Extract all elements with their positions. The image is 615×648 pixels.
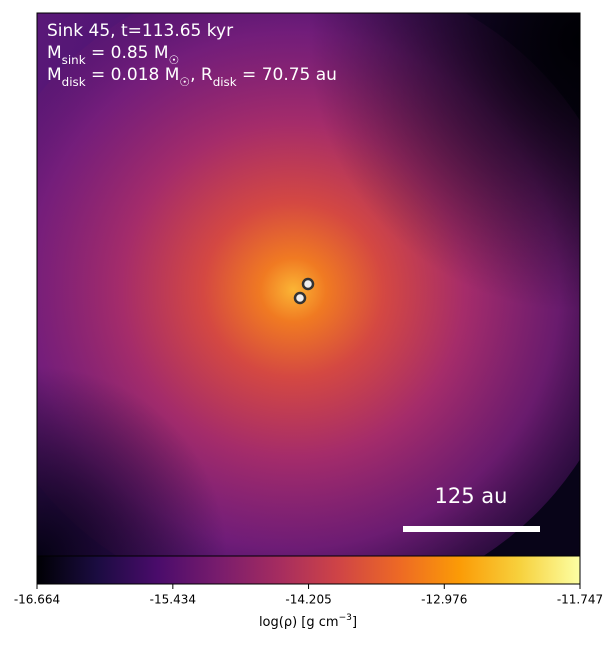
colorbar-tick-label: -16.664 <box>14 593 60 607</box>
annotation-line: Msink = 0.85 M☉ <box>47 43 179 67</box>
subscript: ☉ <box>169 53 180 67</box>
subscript: sink <box>62 53 86 67</box>
text-part: M <box>47 43 62 63</box>
colorbar-tick-label: -14.205 <box>285 593 331 607</box>
scale-bar-label: 125 au <box>435 484 508 508</box>
text-part: M <box>47 65 62 85</box>
colorbar-tick-label: -12.976 <box>421 593 467 607</box>
colorbar-axis: -16.664 -15.434 -14.205 -12.976 -11.747 <box>14 584 603 607</box>
colorbar <box>36 555 581 585</box>
text-part: = 0.018 M <box>86 65 180 85</box>
text-part: = 70.75 au <box>237 65 337 85</box>
subscript: disk <box>213 75 237 89</box>
density-image <box>37 13 580 556</box>
annotation-line: Sink 45, t=113.65 kyr <box>47 21 233 41</box>
sink-marker <box>301 277 315 291</box>
colorbar-label: log(ρ) [g cm−3] <box>259 613 357 630</box>
text-part: , R <box>190 65 213 85</box>
annotation-line: Mdisk = 0.018 M☉, Rdisk = 70.75 au <box>47 65 337 89</box>
scale-bar <box>403 526 540 532</box>
subscript: ☉ <box>179 75 190 89</box>
text-part: = 0.85 M <box>86 43 169 63</box>
text-part: Sink 45, t=113.65 kyr <box>47 21 233 41</box>
subscript: disk <box>62 75 86 89</box>
colorbar-tick-label: -11.747 <box>557 593 603 607</box>
text-part: log(ρ) [g cm <box>259 615 339 630</box>
supscript: −3 <box>339 613 353 623</box>
colorbar-tick-label: -15.434 <box>150 593 196 607</box>
text-part: ] <box>352 615 357 630</box>
sink-marker <box>293 291 307 305</box>
